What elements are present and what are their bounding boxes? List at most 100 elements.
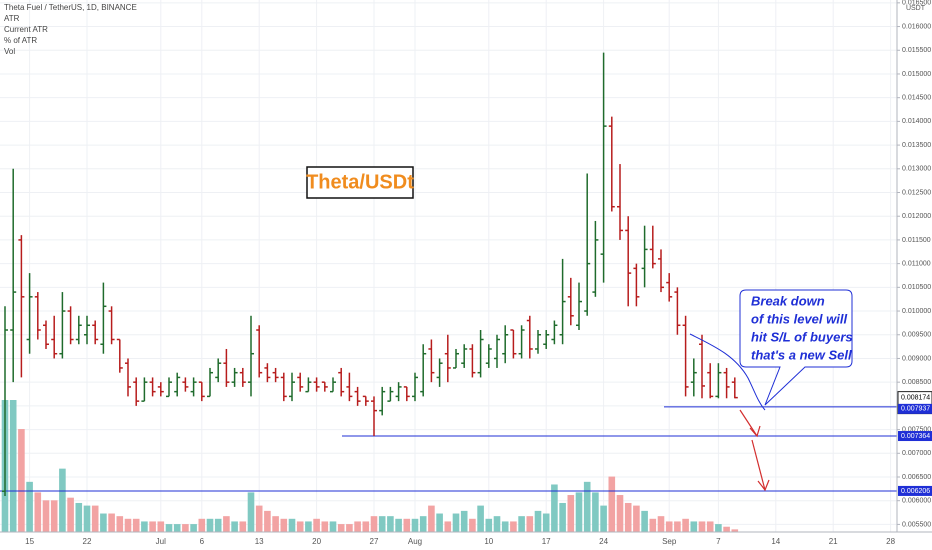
y-tick-label: 0.007500 xyxy=(902,426,931,433)
volume-bar xyxy=(231,521,238,532)
volume-bar xyxy=(190,524,197,532)
header-line: Current ATR xyxy=(4,25,48,34)
volume-bar xyxy=(198,518,206,532)
x-tick-label: 13 xyxy=(255,537,264,546)
volume-bar xyxy=(313,518,320,532)
title-box xyxy=(306,166,414,199)
y-tick-label: 0.005500 xyxy=(902,521,931,528)
volume-bar xyxy=(108,513,115,532)
volume-bar xyxy=(337,524,345,532)
volume-bar xyxy=(723,526,730,532)
price-label-box xyxy=(898,431,932,442)
price-label: 0.007364 xyxy=(901,433,930,440)
x-tick-label: 20 xyxy=(312,537,321,546)
volume-bar xyxy=(116,516,124,532)
header-line: % of ATR xyxy=(4,36,37,45)
y-tick-label: 0.006500 xyxy=(902,474,931,481)
currency: USDT xyxy=(906,5,926,12)
callout-line: of this level will xyxy=(751,311,847,326)
volume-bar xyxy=(18,429,25,532)
callout-box xyxy=(739,289,853,406)
volume-bar xyxy=(223,516,230,532)
volume-bar xyxy=(59,468,66,532)
x-tick-label: Aug xyxy=(408,537,422,546)
volume-bar xyxy=(575,492,583,532)
volume-bar xyxy=(608,476,616,532)
volume-bar xyxy=(542,513,550,532)
last-price-label: 0.008174 xyxy=(901,394,930,401)
y-tick-label: 0.015500 xyxy=(902,47,931,54)
x-tick-label: 6 xyxy=(200,537,205,546)
volume-bar xyxy=(534,510,542,532)
volume-bar xyxy=(665,521,673,532)
volume-bar xyxy=(485,518,493,532)
volume-bar xyxy=(321,521,329,532)
volume-bar xyxy=(305,521,312,532)
x-tick-label: 7 xyxy=(716,537,721,546)
volume-bar xyxy=(698,521,706,532)
volume-bar xyxy=(42,500,50,532)
volume-bar xyxy=(411,518,419,532)
volume-bar xyxy=(67,497,74,532)
volume-bar xyxy=(583,481,591,532)
y-tick-label: 0.016500 xyxy=(902,0,931,7)
x-tick-label: 17 xyxy=(542,537,551,546)
volume-bar xyxy=(518,516,525,532)
grid xyxy=(0,0,897,532)
volume-bar xyxy=(26,481,33,532)
volume-bar xyxy=(624,502,632,532)
volume-bar xyxy=(165,524,173,532)
callout: Break down of this level will hit S/L of b… xyxy=(751,293,853,362)
volume-bar xyxy=(346,524,353,532)
volume-bar xyxy=(296,521,304,532)
x-tick-label: 14 xyxy=(771,537,780,546)
volume-bar xyxy=(378,516,386,532)
volume-bar xyxy=(100,513,107,532)
header: Theta Fuel / TetherUS, 1D, BINANCE ATR Cur… xyxy=(4,3,137,56)
header-line: Vol xyxy=(4,47,15,56)
header-line: Theta Fuel / TetherUS, 1D, BINANCE xyxy=(4,3,137,12)
volume-bar xyxy=(706,521,714,532)
header-line: ATR xyxy=(4,14,20,23)
volume-bar xyxy=(239,521,247,532)
x-tick-label: 22 xyxy=(83,537,92,546)
y-tick-label: 0.007000 xyxy=(902,450,931,457)
volume-bar xyxy=(501,521,509,532)
volume-bar xyxy=(633,505,640,532)
volume-bar xyxy=(657,516,665,532)
volume-bar xyxy=(9,400,17,532)
volume-bar xyxy=(616,495,624,532)
volume-bar xyxy=(182,524,189,532)
y-tick-label: 0.006000 xyxy=(902,498,931,505)
volume-bar xyxy=(272,516,279,532)
y-tick-label: 0.008500 xyxy=(902,379,931,386)
volume-bar xyxy=(510,521,517,532)
volume-bar xyxy=(149,521,156,532)
volume-bar xyxy=(34,492,42,532)
volume-bar xyxy=(395,518,402,532)
volume-bar xyxy=(460,510,468,532)
y-tick-label: 0.010000 xyxy=(902,308,931,315)
y-tick-label: 0.014000 xyxy=(902,118,931,125)
arrow-head xyxy=(757,479,770,492)
callout-line: hit S/L of buyers xyxy=(751,329,853,344)
volume-bar xyxy=(354,521,361,532)
x-tick-label: 28 xyxy=(886,537,895,546)
y-tick-label: 0.013000 xyxy=(902,166,931,173)
volume-bar xyxy=(674,521,681,532)
y-tick-label: 0.011500 xyxy=(902,237,931,244)
volume-bar xyxy=(264,510,271,532)
x-tick-label: Sep xyxy=(662,537,677,546)
volume-bar xyxy=(214,518,222,532)
y-tick-label: 0.012000 xyxy=(902,213,931,220)
volume-bar xyxy=(428,505,435,532)
volume-bar xyxy=(690,521,698,532)
volume-bar xyxy=(75,502,83,532)
x-tick-label: 15 xyxy=(25,537,34,546)
volume-bar xyxy=(362,521,370,532)
x-tick-label: 10 xyxy=(484,537,493,546)
x-tick-label: 21 xyxy=(829,537,838,546)
time-axis: 15 22 Jul 6 13 20 27 Aug 10 17 24 Sep 7 14 21 28 xyxy=(25,537,895,546)
volume-bar xyxy=(329,521,337,532)
